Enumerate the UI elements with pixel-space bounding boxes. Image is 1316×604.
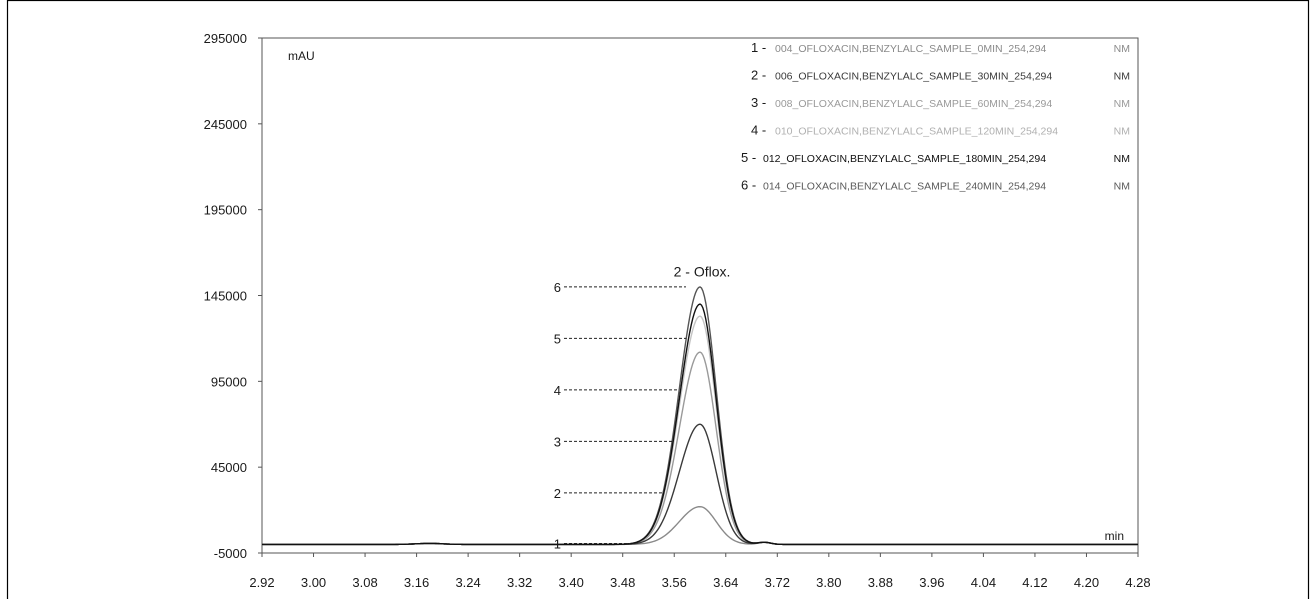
trace-4 [262,315,1138,546]
x-tick-label: 4.28 [1125,575,1150,590]
x-tick-label: 3.08 [352,575,377,590]
x-tick-label: 2.92 [249,575,274,590]
x-tick-label: 3.88 [868,575,893,590]
y-axis-label: mAU [288,49,315,63]
x-tick-label: 3.64 [713,575,738,590]
trace-3 [262,351,1138,546]
pointer-label: 2 [554,486,561,501]
legend-id: 4 - [751,123,766,138]
x-tick-label: 4.20 [1074,575,1099,590]
legend-id: 2 - [751,68,766,83]
x-tick-label: 3.16 [404,575,429,590]
legend-id: 1 - [751,40,766,55]
legend-name: 006_OFLOXACIN,BENZYLALC_SAMPLE_30MIN_254… [775,71,1052,83]
pointer-label: 6 [554,280,561,295]
y-tick-label: 145000 [204,289,247,304]
peak-label: 2 - Oflox. [674,263,731,279]
x-tick-label: 3.72 [765,575,790,590]
x-tick-label: 3.24 [455,575,480,590]
x-tick-label: 4.04 [971,575,996,590]
trace-1 [262,505,1138,546]
figure-border [6,0,1310,604]
trace-5 [262,303,1138,546]
pointer-label: 4 [554,383,561,398]
legend-name: 004_OFLOXACIN,BENZYLALC_SAMPLE_0MIN_254,… [775,43,1047,55]
x-tick-label: 3.96 [919,575,944,590]
x-tick-label: 3.80 [816,575,841,590]
legend-name: 012_OFLOXACIN,BENZYLALC_SAMPLE_180MIN_25… [763,153,1046,165]
legend-unit: NM [1114,71,1130,83]
trace-6 [262,286,1138,546]
plot-area [261,37,1139,554]
pointer-label: 5 [554,331,561,346]
x-axis-label: min [1105,529,1124,543]
x-tick-label: 3.40 [559,575,584,590]
legend-name: 008_OFLOXACIN,BENZYLALC_SAMPLE_60MIN_254… [775,98,1052,110]
legend-unit: NM [1114,126,1130,138]
x-tick-label: 3.48 [610,575,635,590]
y-tick-label: 195000 [204,203,247,218]
x-tick-label: 3.56 [662,575,687,590]
x-tick-label: 3.32 [507,575,532,590]
legend-unit: NM [1114,153,1130,165]
legend-id: 6 - [741,178,756,193]
pointer-label: 1 [554,537,561,552]
x-tick-label: 4.12 [1022,575,1047,590]
legend-id: 3 - [751,95,766,110]
y-tick-label: 295000 [204,31,247,46]
pointer-label: 3 [554,434,561,449]
legend-name: 014_OFLOXACIN,BENZYLALC_SAMPLE_240MIN_25… [763,181,1046,193]
legend-id: 5 - [741,150,756,165]
legend-name: 010_OFLOXACIN,BENZYLALC_SAMPLE_120MIN_25… [775,126,1058,138]
legend-unit: NM [1114,181,1130,193]
y-tick-label: 95000 [211,374,247,389]
y-tick-label: -5000 [214,546,247,561]
legend-unit: NM [1114,98,1130,110]
y-tick-label: 245000 [204,117,247,132]
y-tick-label: 45000 [211,460,247,475]
trace-2 [262,423,1138,546]
x-tick-label: 3.00 [301,575,326,590]
legend-unit: NM [1114,43,1130,55]
